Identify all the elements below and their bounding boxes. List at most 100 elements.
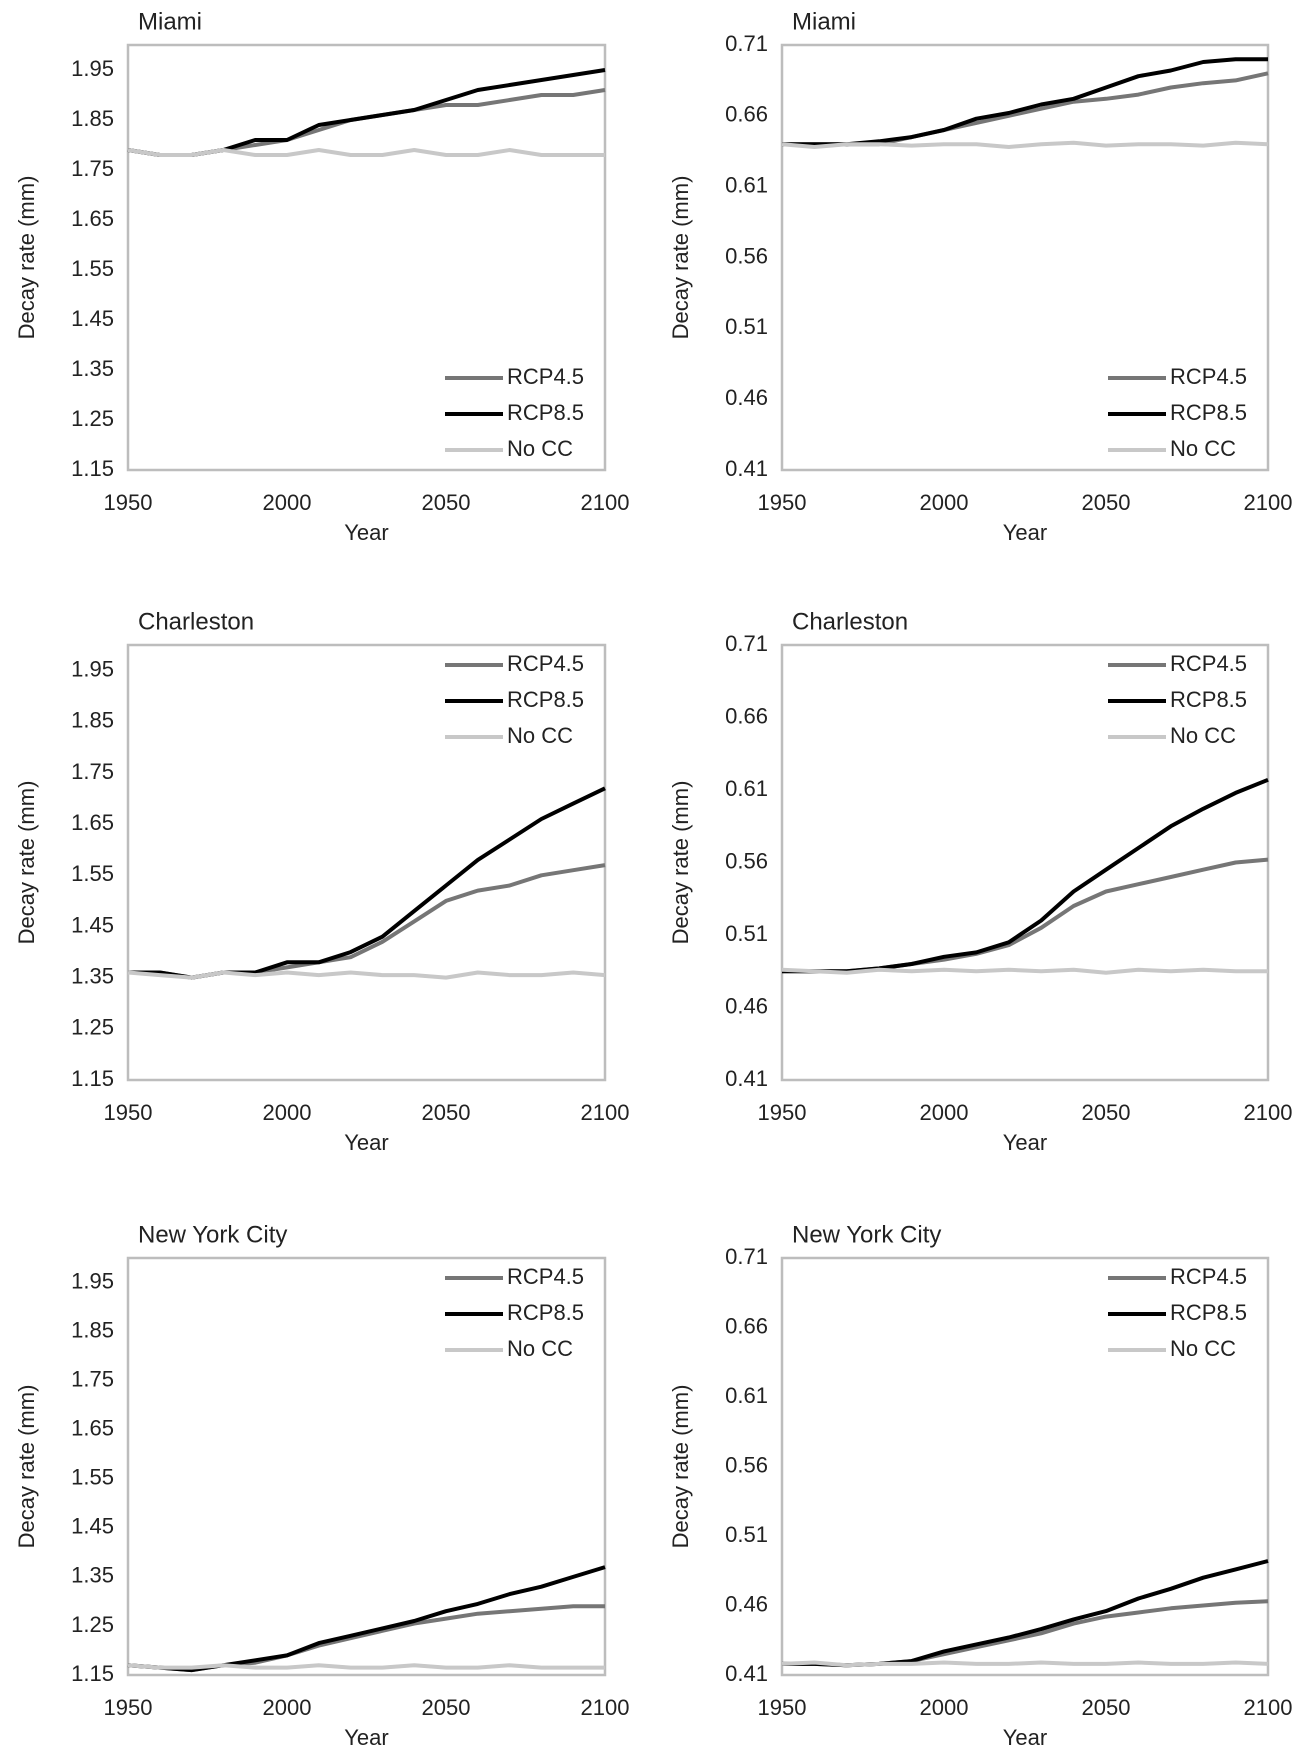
y-tick-label: 0.56 <box>725 243 768 268</box>
legend-label: RCP4.5 <box>1170 1264 1247 1289</box>
y-tick-label: 1.55 <box>71 256 114 281</box>
legend-label: RCP8.5 <box>1170 1300 1247 1325</box>
series-line <box>782 857 1269 974</box>
chart-panel: Charleston 0.41 0.46 0.51 0.56 0.61 0.66 0.71 19… <box>668 608 1293 1154</box>
y-axis-label: Decay rate (mm) <box>14 176 39 340</box>
y-tick-label: 1.15 <box>71 1066 114 1091</box>
chart-title: Miami <box>138 8 202 35</box>
series-line <box>782 777 1269 974</box>
chart-title: Miami <box>792 8 856 35</box>
y-tick-label: 1.65 <box>71 1416 114 1441</box>
y-tick-label: 0.51 <box>725 314 768 339</box>
y-tick-label: 1.35 <box>71 1563 114 1588</box>
y-tick-label: 1.95 <box>71 56 114 81</box>
chart-title: New York City <box>792 1221 941 1248</box>
y-tick-label: 1.55 <box>71 1465 114 1490</box>
chart-panel: New York City 1.15 1.25 1.35 1.45 1.55 1.65 1.7… <box>14 1221 630 1749</box>
legend-label: RCP8.5 <box>1170 400 1247 425</box>
y-tick-label: 1.15 <box>71 1661 114 1686</box>
x-tick-label: 2000 <box>263 1695 312 1720</box>
y-tick-label: 1.75 <box>71 1366 114 1391</box>
legend-label: RCP4.5 <box>507 651 584 676</box>
series-line <box>127 148 605 157</box>
series-line <box>781 140 1269 149</box>
x-tick-label: 2000 <box>920 490 969 515</box>
x-tick-label: 2100 <box>581 490 630 515</box>
series-line <box>127 1663 605 1670</box>
x-tick-label: 2100 <box>1244 1100 1293 1125</box>
y-tick-label: 1.95 <box>71 656 114 681</box>
y-tick-label: 0.46 <box>725 993 768 1018</box>
legend-label: No CC <box>507 723 573 748</box>
y-tick-label: 0.56 <box>725 848 768 873</box>
chart-panel: Charleston 1.15 1.25 1.35 1.45 1.55 1.65 1.75 1.… <box>14 608 630 1154</box>
y-tick-label: 1.25 <box>71 406 114 431</box>
x-axis-label: Year <box>344 1130 388 1155</box>
y-tick-label: 1.25 <box>71 1612 114 1637</box>
x-tick-label: 2050 <box>422 490 471 515</box>
chart-title: New York City <box>138 1221 287 1248</box>
series-line <box>127 1565 606 1673</box>
x-tick-label: 2100 <box>1244 1695 1293 1720</box>
x-axis-label: Year <box>344 520 388 545</box>
y-tick-label: 1.75 <box>71 156 114 181</box>
y-tick-label: 0.66 <box>725 102 768 127</box>
y-tick-label: 0.46 <box>725 1591 768 1616</box>
legend-label: RCP8.5 <box>507 400 584 425</box>
y-tick-label: 0.61 <box>725 776 768 801</box>
legend-label: RCP4.5 <box>1170 364 1247 389</box>
legend-label: No CC <box>1170 723 1236 748</box>
series-line <box>127 68 606 157</box>
y-tick-label: 1.95 <box>71 1268 114 1293</box>
x-tick-label: 2050 <box>1082 1100 1131 1125</box>
series-line <box>782 1559 1269 1668</box>
y-tick-label: 0.71 <box>725 31 768 56</box>
y-tick-label: 0.71 <box>725 631 768 656</box>
x-tick-label: 1950 <box>104 490 153 515</box>
x-tick-label: 2050 <box>1082 1695 1131 1720</box>
x-tick-label: 2050 <box>422 1695 471 1720</box>
y-tick-label: 1.35 <box>71 356 114 381</box>
series-line <box>782 57 1268 147</box>
y-tick-label: 1.25 <box>71 1015 114 1040</box>
x-tick-label: 2000 <box>920 1100 969 1125</box>
y-tick-label: 0.46 <box>725 385 768 410</box>
plot-frame <box>126 43 607 472</box>
plot-frame <box>126 1256 607 1677</box>
y-tick-label: 1.45 <box>71 306 114 331</box>
series-line <box>781 967 1268 975</box>
legend-label: No CC <box>1170 436 1236 461</box>
x-tick-label: 2000 <box>263 1100 312 1125</box>
chart-title: Charleston <box>792 608 908 635</box>
y-axis-label: Decay rate (mm) <box>14 781 39 945</box>
series-line <box>127 970 606 980</box>
series-line <box>127 88 606 157</box>
x-axis-label: Year <box>344 1725 388 1750</box>
y-tick-label: 1.75 <box>71 759 114 784</box>
plot-frame <box>780 643 1270 1082</box>
legend-label: RCP4.5 <box>1170 651 1247 676</box>
y-tick-label: 0.66 <box>725 1313 768 1338</box>
plot-frame <box>126 643 607 1082</box>
x-tick-label: 2050 <box>1082 490 1131 515</box>
y-tick-label: 0.41 <box>725 1066 768 1091</box>
chart-panel: Miami 1.15 1.25 1.35 1.45 1.55 1.65 1.75 1.85 1.9… <box>14 8 630 544</box>
y-tick-label: 0.66 <box>725 703 768 728</box>
x-tick-label: 2100 <box>581 1100 630 1125</box>
y-tick-label: 0.51 <box>725 1522 768 1547</box>
x-tick-label: 2100 <box>581 1695 630 1720</box>
plot-frame <box>780 43 1270 472</box>
y-tick-label: 1.85 <box>71 1317 114 1342</box>
y-tick-label: 0.71 <box>725 1244 768 1269</box>
legend-label: RCP8.5 <box>507 1300 584 1325</box>
chart-panel: Miami 0.41 0.46 0.51 0.56 0.61 0.66 0.71 1950 200… <box>668 8 1293 544</box>
y-axis-label: Decay rate (mm) <box>668 781 693 945</box>
y-tick-label: 0.56 <box>725 1452 768 1477</box>
y-axis-label: Decay rate (mm) <box>14 1385 39 1549</box>
series-line <box>127 1604 605 1673</box>
x-axis-label: Year <box>1003 1725 1047 1750</box>
legend-label: RCP4.5 <box>507 364 584 389</box>
x-tick-label: 2100 <box>1244 490 1293 515</box>
y-tick-label: 0.51 <box>725 921 768 946</box>
